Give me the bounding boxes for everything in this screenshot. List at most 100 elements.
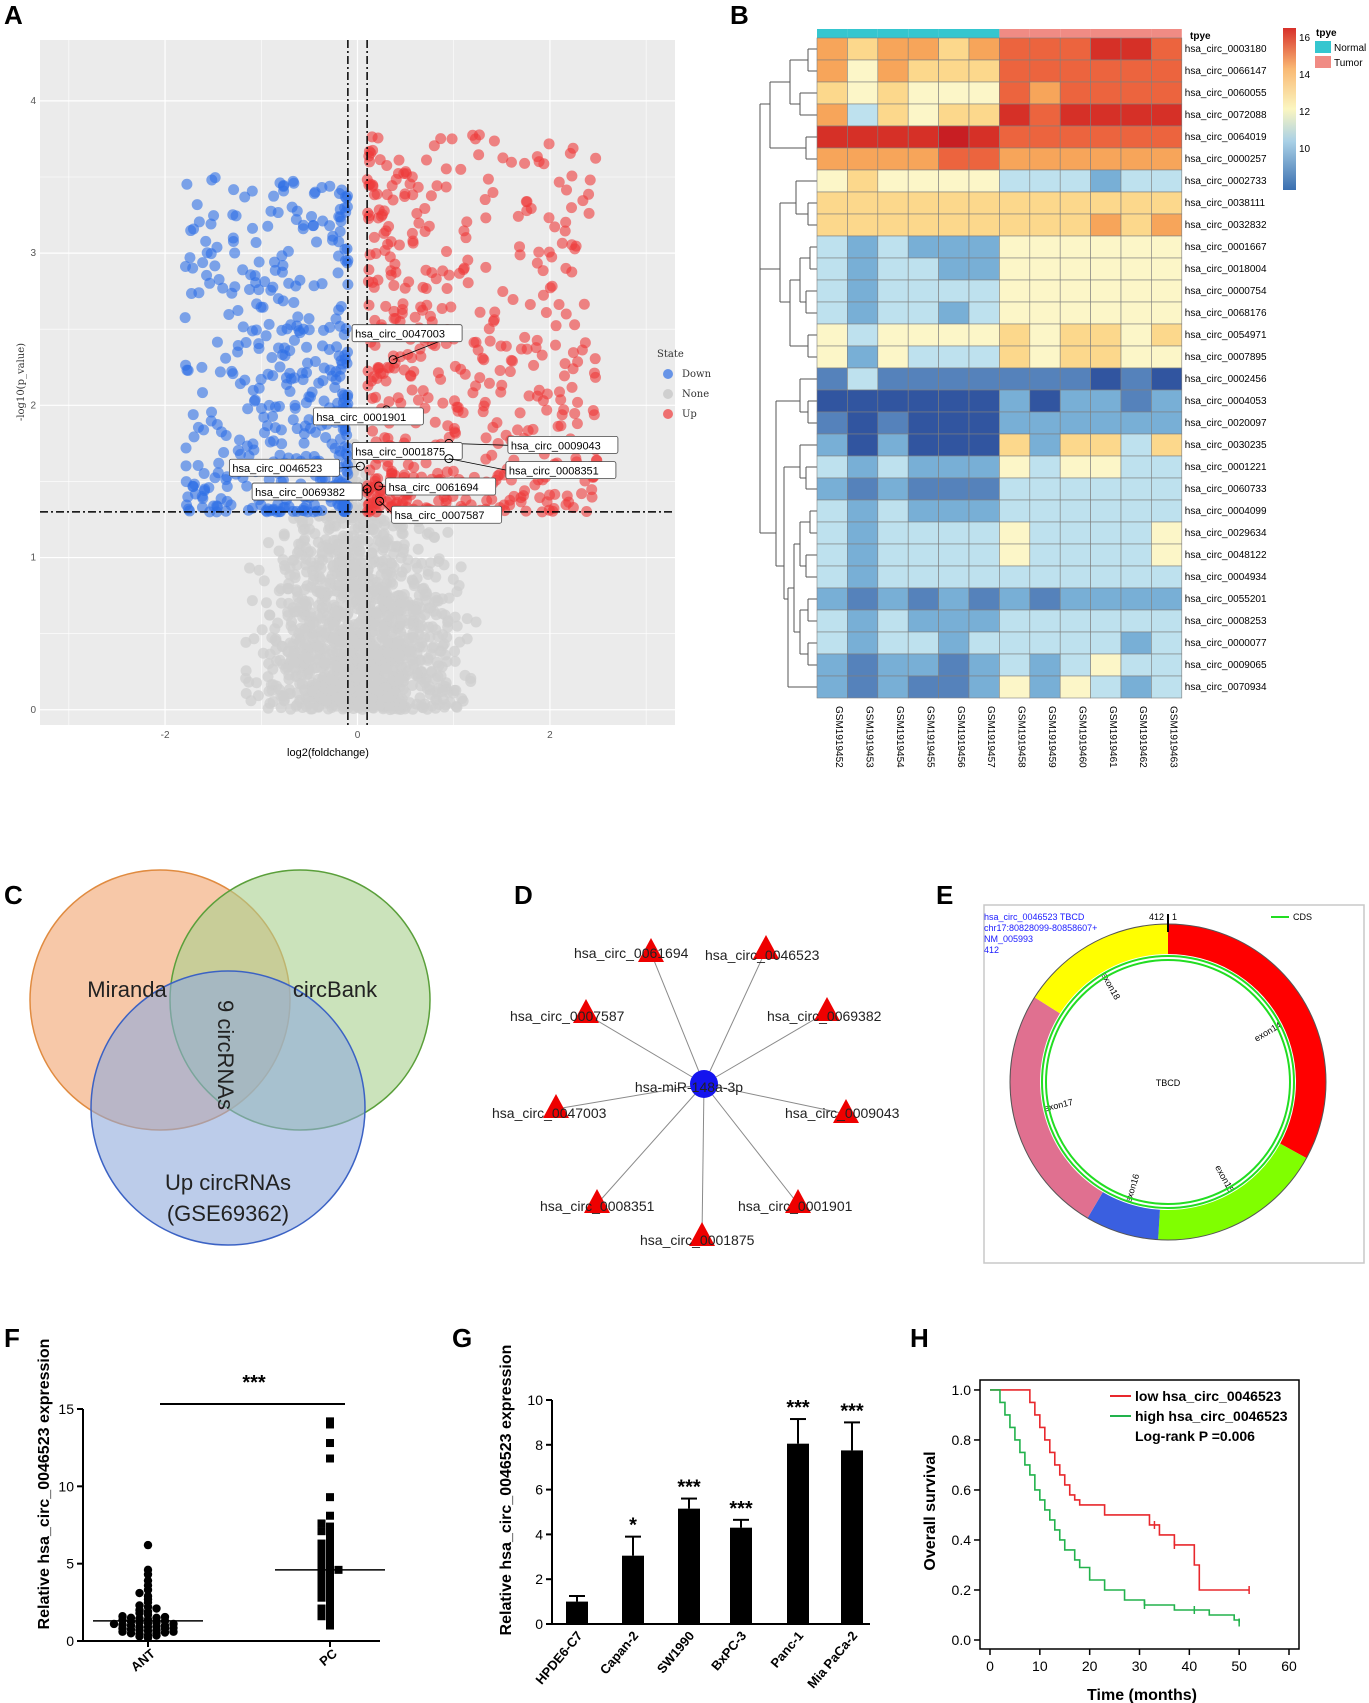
heatmap-cell — [847, 675, 879, 699]
point-none — [260, 597, 272, 609]
pc-sample-point — [317, 1562, 326, 1571]
heatmap-cell — [847, 169, 879, 193]
heatmap-cell — [968, 521, 1000, 545]
heatmap-cell — [1151, 257, 1183, 281]
heatmap-cell — [1151, 213, 1183, 237]
x-tick-label: SW1990 — [654, 1628, 698, 1676]
heatmap-cell — [938, 81, 970, 105]
heatmap-cell — [816, 147, 848, 171]
heatmap-cell — [999, 499, 1031, 523]
point-up — [569, 407, 581, 419]
heatmap-cell — [847, 323, 879, 347]
y-tick-label: 0 — [535, 1616, 543, 1632]
heatmap-cell — [938, 587, 970, 611]
point-none — [316, 602, 328, 614]
point-down — [341, 466, 353, 478]
y-tick-label: 2 — [30, 400, 36, 411]
heatmap-cell — [847, 81, 879, 105]
point-down — [336, 501, 348, 513]
point-none — [407, 575, 419, 587]
ant-sample-point — [143, 1565, 153, 1575]
point-up — [512, 424, 524, 436]
point-up — [392, 392, 404, 404]
heatmap-cell — [968, 433, 1000, 457]
point-up — [386, 180, 398, 192]
pc-sample-point — [317, 1589, 326, 1598]
point-down — [187, 409, 199, 421]
point-down — [242, 504, 254, 516]
heatmap-cell — [1120, 81, 1152, 105]
point-none — [392, 636, 404, 648]
heatmap-cell — [1029, 279, 1061, 303]
point-down — [324, 321, 336, 333]
heatmap-cell — [816, 279, 848, 303]
point-down — [209, 260, 221, 272]
point-none — [273, 585, 285, 597]
point-none — [273, 683, 285, 695]
heatmap-cell — [816, 213, 848, 237]
point-none — [340, 656, 352, 668]
point-down — [193, 287, 205, 299]
venn-label-circbank: circBank — [293, 977, 378, 1002]
heatmap-cell — [907, 367, 939, 391]
point-label: hsa_circ_0001875 — [355, 447, 445, 459]
heatmap-cell — [1059, 257, 1091, 281]
point-down — [287, 505, 299, 517]
point-none — [262, 537, 274, 549]
point-up — [380, 300, 392, 312]
circ-info-transcript: NM_005993 — [984, 934, 1033, 944]
heatmap-cell — [968, 147, 1000, 171]
point-up — [478, 354, 490, 366]
point-up — [460, 232, 472, 244]
x-tick-label: 30 — [1132, 1658, 1148, 1674]
point-up — [550, 320, 562, 332]
heatmap-cell — [968, 675, 1000, 699]
heatmap-cell — [847, 191, 879, 215]
y-tick-label: 0.2 — [952, 1582, 972, 1598]
point-up — [512, 210, 524, 222]
point-down — [279, 350, 291, 362]
point-none — [339, 609, 351, 621]
point-up — [458, 262, 470, 274]
point-down — [306, 210, 318, 222]
x-tick-label: -2 — [161, 730, 170, 741]
heatmap-cell — [999, 367, 1031, 391]
x-tick-label: HPDE6-C7 — [532, 1628, 585, 1687]
heatmap-cell — [1090, 433, 1122, 457]
heatmap-cell — [1029, 631, 1061, 655]
legend-tumor-swatch — [1315, 56, 1331, 68]
network-edge — [596, 1083, 705, 1205]
point-down — [258, 411, 270, 423]
heatmap-cell — [877, 103, 909, 127]
point-up — [437, 397, 449, 409]
point-none — [327, 559, 339, 571]
point-up — [494, 365, 506, 377]
heatmap-cell — [1120, 433, 1152, 457]
circ-info-length: 412 — [984, 945, 999, 955]
row-label: hsa_circ_0002733 — [1185, 176, 1267, 187]
point-up — [583, 188, 595, 200]
point-none — [367, 523, 379, 535]
point-label: hsa_circ_0007587 — [395, 510, 485, 522]
point-none — [282, 610, 294, 622]
point-none — [302, 652, 314, 664]
heatmap-cell — [1090, 543, 1122, 567]
point-up — [441, 282, 453, 294]
y-tick-label: 10 — [58, 1478, 74, 1494]
annotation-cell — [969, 29, 1000, 38]
point-up — [589, 353, 601, 365]
point-none — [290, 700, 302, 712]
label-box — [385, 477, 497, 496]
exon-segment — [1168, 924, 1326, 1159]
point-down — [196, 361, 208, 373]
pc-sample-point — [326, 1439, 334, 1448]
circrna-label: hsa_circ_0001875 — [640, 1232, 755, 1248]
venn-label-gse: (GSE69362) — [167, 1201, 289, 1226]
heatmap-cell — [968, 631, 1000, 655]
heatmap-cell — [999, 587, 1031, 611]
panel-label-g: G — [452, 1323, 472, 1353]
point-down — [274, 177, 286, 189]
heatmap-cell — [999, 389, 1031, 413]
point-up — [461, 216, 473, 228]
point-up — [590, 152, 602, 164]
